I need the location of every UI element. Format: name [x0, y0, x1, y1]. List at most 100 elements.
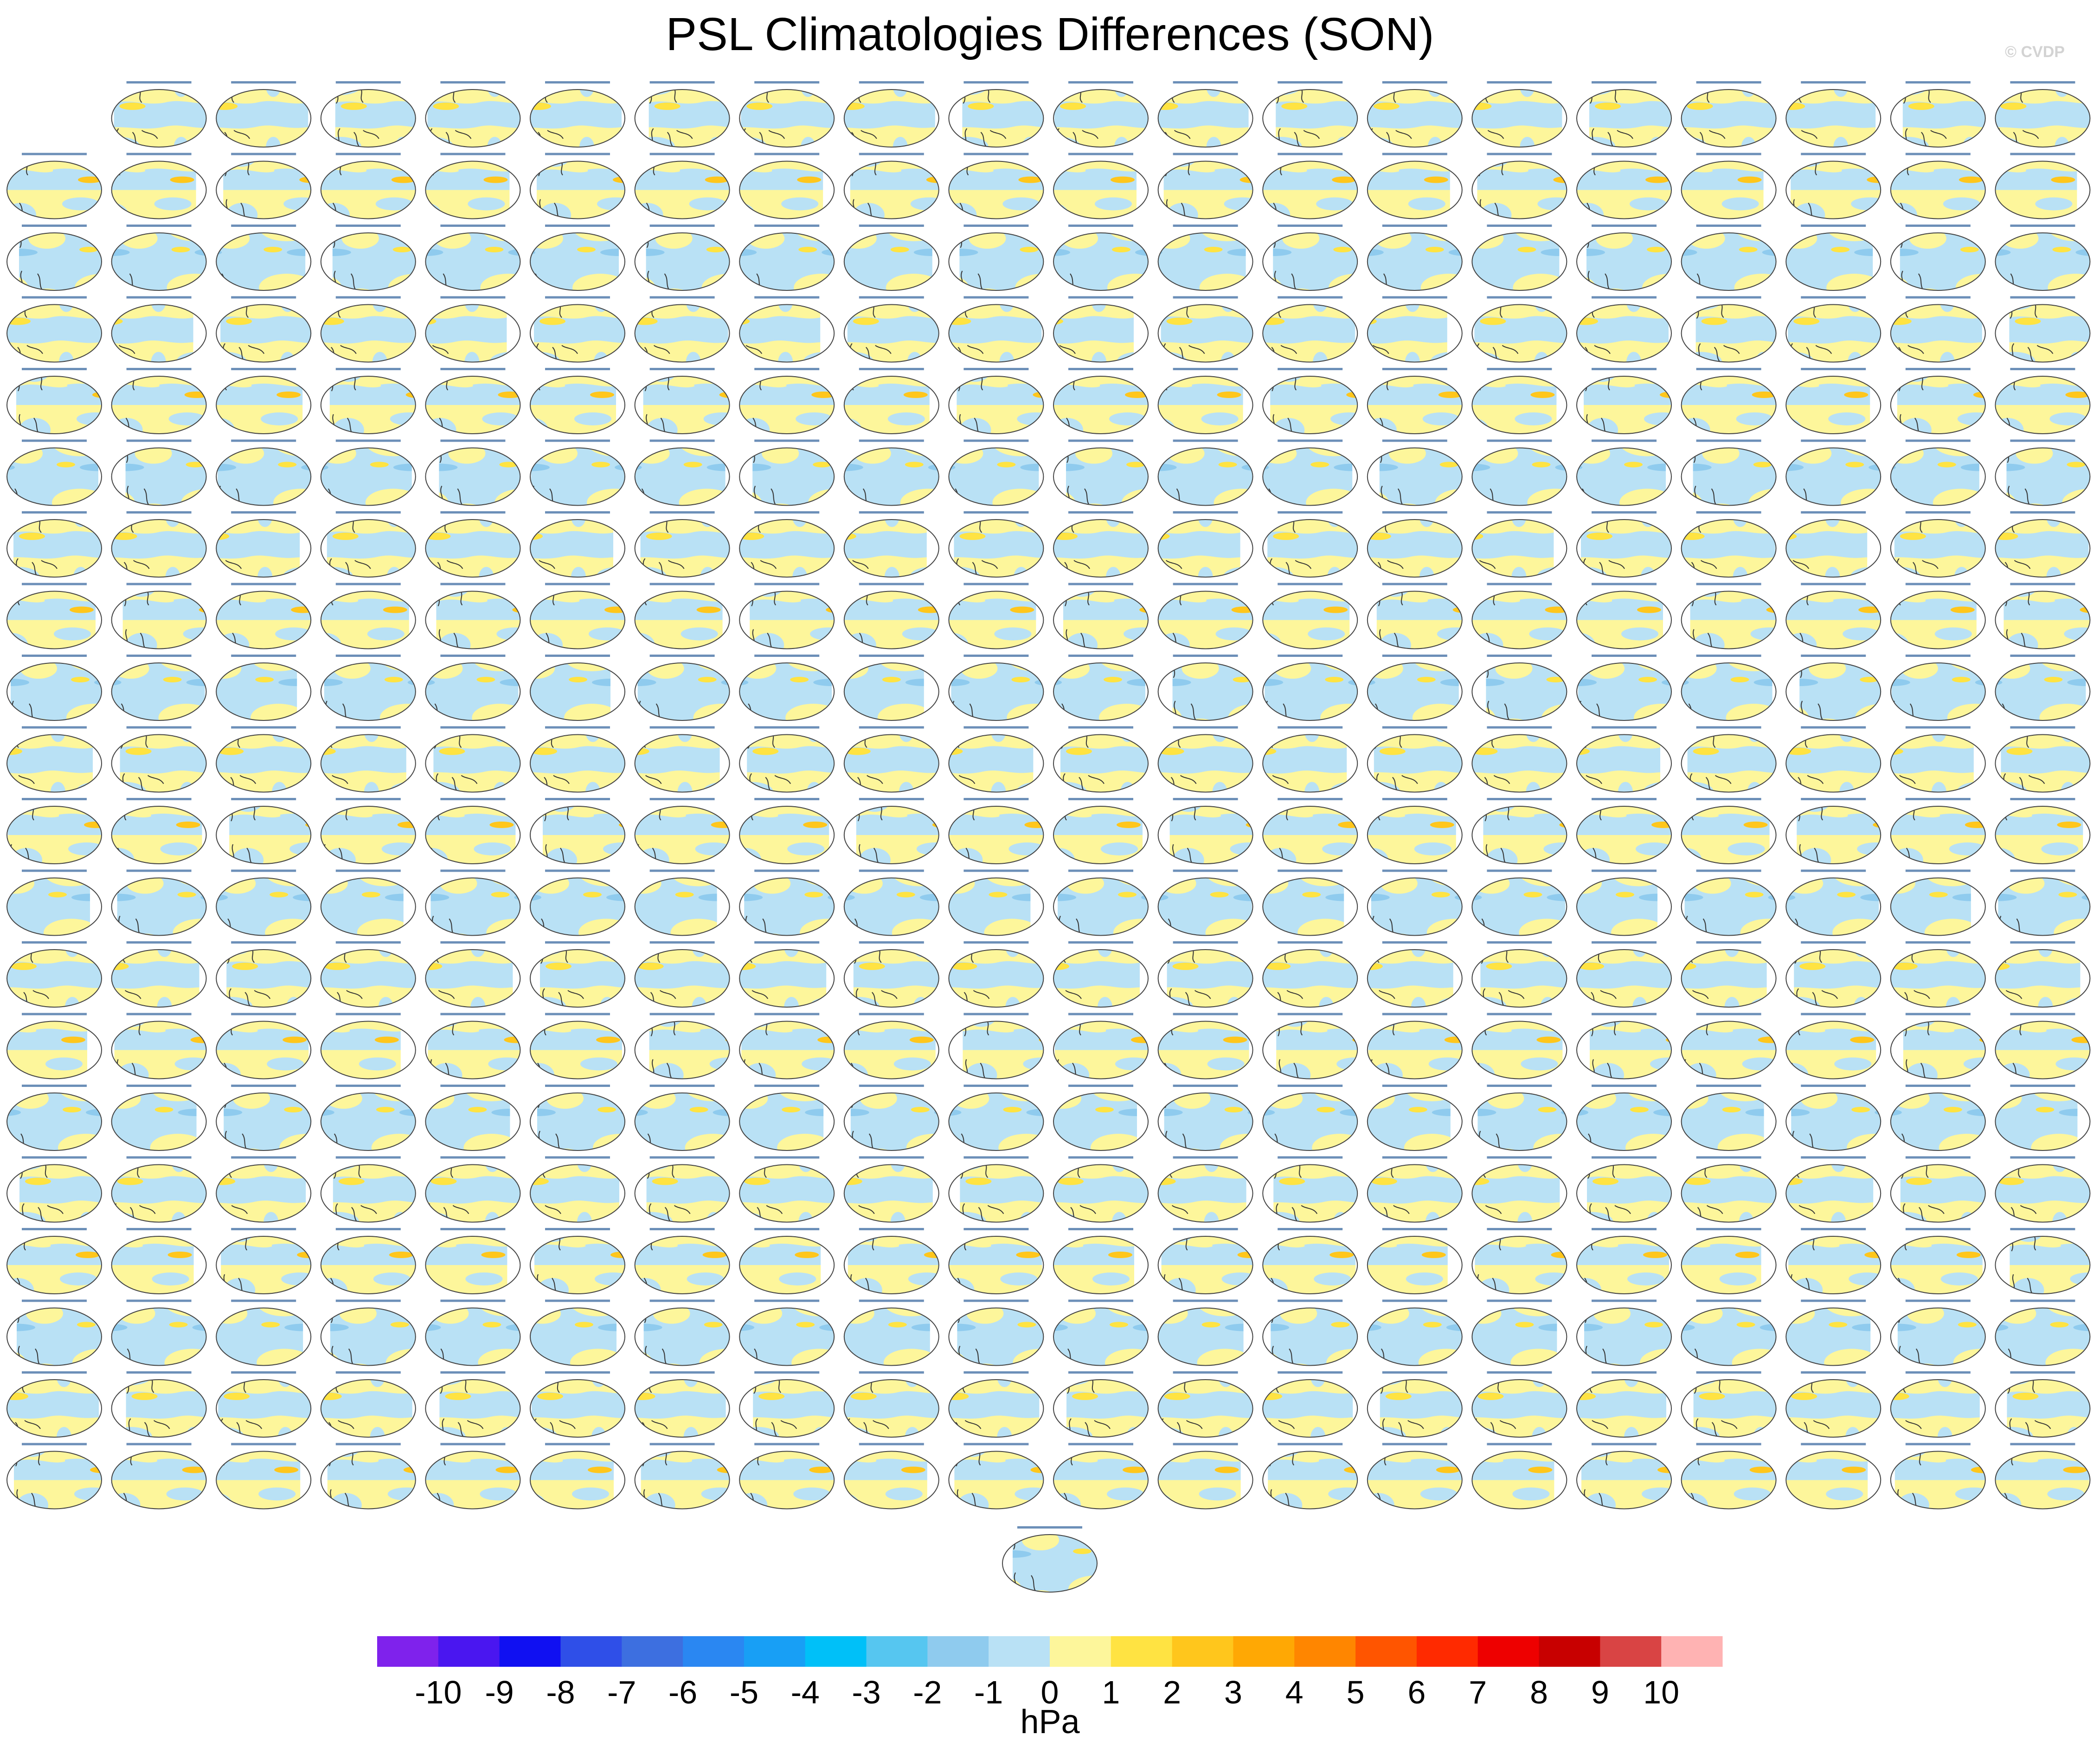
panel-title-mark [1801, 1085, 1866, 1087]
panel-title-mark [231, 81, 296, 84]
map-panel [1367, 655, 1463, 721]
map-panel [1995, 583, 2091, 649]
panel-title-mark [231, 153, 296, 155]
panel-title-mark [440, 296, 506, 299]
map-panel [216, 1228, 312, 1294]
map-panel [1053, 583, 1149, 649]
map-panel [6, 726, 102, 793]
map-panel [6, 1371, 102, 1438]
map-panel [948, 296, 1044, 363]
map-panel [1262, 1085, 1358, 1151]
panel-title-mark [754, 296, 820, 299]
panel-title-mark [649, 1156, 715, 1159]
panel-title-mark [545, 296, 610, 299]
map-panel [6, 583, 102, 649]
map-panel [1053, 153, 1149, 219]
panel-title-mark [126, 225, 192, 227]
map-panel [1262, 1013, 1358, 1079]
map-panel [1995, 1228, 2091, 1294]
map-panel [320, 583, 416, 649]
panel-title-mark [335, 1156, 401, 1159]
panel-title-mark [335, 1085, 401, 1087]
colorbar-box [1233, 1636, 1295, 1667]
panel-title-mark [1905, 81, 1971, 84]
map-panel [1053, 1228, 1149, 1294]
map-panel [320, 81, 416, 148]
map-panel [739, 655, 835, 721]
panel-title-mark [231, 439, 296, 442]
panel-title-mark [22, 1085, 87, 1087]
map-panel [6, 655, 102, 721]
panel-title-mark [963, 368, 1029, 370]
colorbar-box [499, 1636, 561, 1667]
map-panel [739, 81, 835, 148]
map-panel [1053, 296, 1149, 363]
map-panel [1053, 798, 1149, 864]
panel-title-mark [126, 511, 192, 514]
panel-title-mark [1382, 1443, 1447, 1446]
map-panel [216, 1371, 312, 1438]
panel-title-mark [963, 1443, 1029, 1446]
map-panel [320, 1013, 416, 1079]
panel-title-mark [440, 439, 506, 442]
panel-title-mark [1801, 368, 1866, 370]
map-panel [530, 511, 625, 578]
panel-title-mark [231, 225, 296, 227]
panel-title-mark [1487, 1371, 1552, 1374]
panel-title-mark [1173, 869, 1238, 872]
map-panel [843, 941, 939, 1008]
panel-title-mark [963, 296, 1029, 299]
panel-title-mark [1278, 941, 1343, 944]
map-panel [1053, 81, 1149, 148]
panel-title-mark [1173, 798, 1238, 800]
map-panel [1890, 1228, 1986, 1294]
panel-title-mark [1173, 655, 1238, 657]
map-panel [1053, 941, 1149, 1008]
colorbar-box [927, 1636, 989, 1667]
panel-title-mark [963, 941, 1029, 944]
panel-title-mark [440, 1085, 506, 1087]
map-panel [1576, 296, 1672, 363]
map-panel [6, 869, 102, 936]
map-panel [1890, 1371, 1986, 1438]
map-panel [1053, 869, 1149, 936]
map-panel [530, 726, 625, 793]
panel-title-mark [22, 1443, 87, 1446]
map-panel [843, 439, 939, 506]
map-panel [1681, 81, 1777, 148]
map-panel [1367, 726, 1463, 793]
panel-title-mark [1278, 869, 1343, 872]
panel-title-mark [545, 583, 610, 585]
map-panel [1576, 798, 1672, 864]
panel-title-mark [1592, 439, 1657, 442]
panel-title-mark [545, 1013, 610, 1015]
map-panel [1785, 869, 1882, 936]
map-panel [1890, 726, 1986, 793]
map-panel [425, 439, 521, 506]
panel-title-mark [1173, 296, 1238, 299]
map-panel [216, 583, 312, 649]
map-panel [6, 511, 102, 578]
map-panel [1471, 296, 1567, 363]
panel-title-mark [2010, 1443, 2075, 1446]
map-panel [1890, 296, 1986, 363]
panel-title-mark [1696, 1443, 1761, 1446]
panel-title-mark [1487, 1299, 1552, 1302]
panel-title-mark [1382, 511, 1447, 514]
panel-title-mark [649, 869, 715, 872]
map-panel [1262, 869, 1358, 936]
panel-title-mark [1487, 225, 1552, 227]
map-panel [1785, 941, 1882, 1008]
panel-title-mark [1068, 439, 1133, 442]
map-panel [1576, 655, 1672, 721]
panel-title-mark [126, 726, 192, 729]
map-panel [1053, 1371, 1149, 1438]
map-panel [1681, 1156, 1777, 1223]
panel-title-mark [335, 296, 401, 299]
panel-title-mark [1173, 511, 1238, 514]
colorbar-box [1477, 1636, 1540, 1667]
panel-title-mark [754, 368, 820, 370]
map-panel [1262, 1228, 1358, 1294]
panel-title-mark [1592, 1156, 1657, 1159]
map-panel [843, 1371, 939, 1438]
